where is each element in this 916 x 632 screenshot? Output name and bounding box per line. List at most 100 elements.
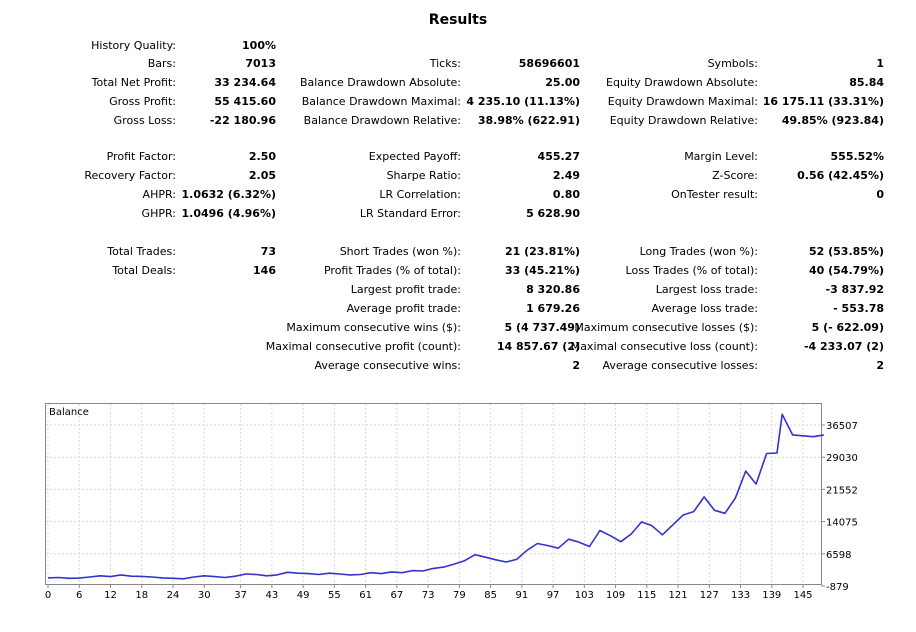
metric-value: 2.05 (248, 169, 276, 182)
x-tick-label: 61 (359, 590, 372, 601)
metric-value: 1.0496 (4.96%) (181, 207, 277, 220)
metric-label: Sharpe Ratio: (386, 169, 461, 182)
y-axis-ticks: 36507 29030 21552 14075 6598 -879 (821, 421, 858, 593)
results-row: Gross Profit: 55 415.60 Balance Drawdown M… (0, 93, 916, 111)
metric-value: 58696601 (518, 57, 580, 70)
results-row: Maximal consecutive profit (count): 14 85… (0, 338, 916, 356)
metric-value: 49.85% (923.84) (781, 114, 884, 127)
y-tick-label: 14075 (826, 518, 858, 529)
metric-value: 1 679.26 (526, 302, 580, 315)
metric-value: 0.80 (552, 188, 580, 201)
report-title: Results (428, 12, 488, 28)
metric-label: Total Net Profit: (91, 76, 176, 89)
metric-value: 1.0632 (6.32%) (181, 188, 277, 201)
y-tick-label: -879 (826, 582, 849, 593)
y-tick-label: 6598 (826, 550, 851, 561)
results-row: Maximum consecutive wins ($): 5 (4 737.49… (0, 319, 916, 337)
x-tick-label: 139 (762, 590, 781, 601)
metric-value: 55 415.60 (214, 95, 276, 108)
metric-value: 100% (242, 39, 276, 52)
metric-value: 2 (876, 359, 884, 372)
metric-value: 5 (4 737.49) (504, 321, 580, 334)
metric-label: Equity Drawdown Absolute: (606, 76, 758, 89)
x-tick-label: 24 (167, 590, 180, 601)
metric-label: Equity Drawdown Maximal: (607, 95, 758, 108)
metric-value: 146 (253, 264, 276, 277)
metric-label: Margin Level: (684, 150, 758, 163)
results-row: Profit Factor: 2.50 Expected Payoff: 455.27… (0, 148, 916, 166)
metric-value: 0.56 (42.45%) (797, 169, 884, 182)
x-tick-label: 6 (76, 590, 82, 601)
metric-value: 16 175.11 (33.31%) (762, 95, 884, 108)
metric-label: LR Correlation: (379, 188, 461, 201)
balance-chart: Balance 0 6 12 18 24 30 37 43 49 55 61 67 73 79 85 91 97… (45, 403, 858, 601)
metric-value: 21 (23.81%) (504, 245, 580, 258)
x-tick-label: 109 (606, 590, 625, 601)
x-tick-label: 55 (328, 590, 341, 601)
x-tick-label: 49 (297, 590, 310, 601)
y-tick-label: 36507 (826, 421, 858, 432)
metric-value: -4 233.07 (2) (803, 340, 884, 353)
results-row: Total Deals: 146 Profit Trades (% of total… (0, 262, 916, 280)
metric-value: -22 180.96 (209, 114, 276, 127)
metric-value: 1 (876, 57, 884, 70)
results-row: Total Net Profit: 33 234.64 Balance Drawdo… (0, 74, 916, 92)
metric-label: Recovery Factor: (84, 169, 176, 182)
metric-label: Short Trades (won %): (339, 245, 461, 258)
results-row: Gross Loss: -22 180.96 Balance Drawdown Re… (0, 112, 916, 130)
x-tick-label: 67 (390, 590, 403, 601)
results-row: Largest profit trade: 8 320.86 Largest los… (0, 281, 916, 299)
metric-label: Ticks: (429, 57, 461, 70)
metric-label: Balance Drawdown Relative: (303, 114, 461, 127)
metric-label: Average consecutive wins: (314, 359, 461, 372)
metric-value: 38.98% (622.91) (477, 114, 580, 127)
metric-value: 85.84 (849, 76, 884, 89)
x-tick-label: 85 (484, 590, 497, 601)
metric-label: Largest profit trade: (350, 283, 461, 296)
metric-value: 40 (54.79%) (808, 264, 884, 277)
metric-label: Loss Trades (% of total): (625, 264, 758, 277)
metric-value: 4 235.10 (11.13%) (466, 95, 580, 108)
metric-label: Expected Payoff: (368, 150, 461, 163)
metric-label: Long Trades (won %): (639, 245, 758, 258)
metric-label: Gross Loss: (113, 114, 176, 127)
metric-label: Maximal consecutive profit (count): (265, 340, 461, 353)
metric-value: 8 320.86 (526, 283, 580, 296)
x-tick-label: 127 (700, 590, 719, 601)
metric-label: Average profit trade: (346, 302, 461, 315)
metric-label: LR Standard Error: (359, 207, 461, 220)
results-row: History Quality: 100% (0, 37, 916, 55)
results-row: Average profit trade: 1 679.26 Average los… (0, 300, 916, 318)
results-row: GHPR: 1.0496 (4.96%) LR Standard Error: 5 6… (0, 205, 916, 223)
results-row: Bars: 7013 Ticks: 58696601 Symbols: 1 (0, 55, 916, 73)
metric-value: 5 (- 622.09) (811, 321, 884, 334)
metric-label: Maximum consecutive wins ($): (286, 321, 461, 334)
x-tick-label: 79 (453, 590, 466, 601)
x-tick-label: 43 (266, 590, 279, 601)
results-row: Average consecutive wins: 2 Average consec… (0, 357, 916, 375)
metric-label: GHPR: (141, 207, 176, 220)
x-tick-label: 18 (135, 590, 148, 601)
metric-label: Profit Factor: (106, 150, 176, 163)
x-tick-label: 115 (637, 590, 656, 601)
metric-label: Profit Trades (% of total): (323, 264, 461, 277)
metric-label: Balance Drawdown Maximal: (301, 95, 461, 108)
x-tick-label: 73 (422, 590, 435, 601)
y-tick-label: 29030 (826, 453, 858, 464)
metric-label: AHPR: (142, 188, 176, 201)
metric-label: History Quality: (91, 39, 176, 52)
metric-label: Bars: (147, 57, 176, 70)
metric-label: Balance Drawdown Absolute: (299, 76, 461, 89)
x-tick-label: 133 (731, 590, 750, 601)
chart-series (47, 413, 824, 580)
metric-value: 2.49 (552, 169, 580, 182)
x-tick-label: 121 (668, 590, 687, 601)
metric-value: 25.00 (545, 76, 580, 89)
metric-value: 73 (260, 245, 276, 258)
x-tick-label: 91 (515, 590, 528, 601)
metric-label: Z-Score: (712, 169, 758, 182)
metric-value: 2.50 (248, 150, 276, 163)
metric-value: 7013 (245, 57, 276, 70)
metric-value: 2 (572, 359, 580, 372)
metric-label: Total Deals: (112, 264, 176, 277)
